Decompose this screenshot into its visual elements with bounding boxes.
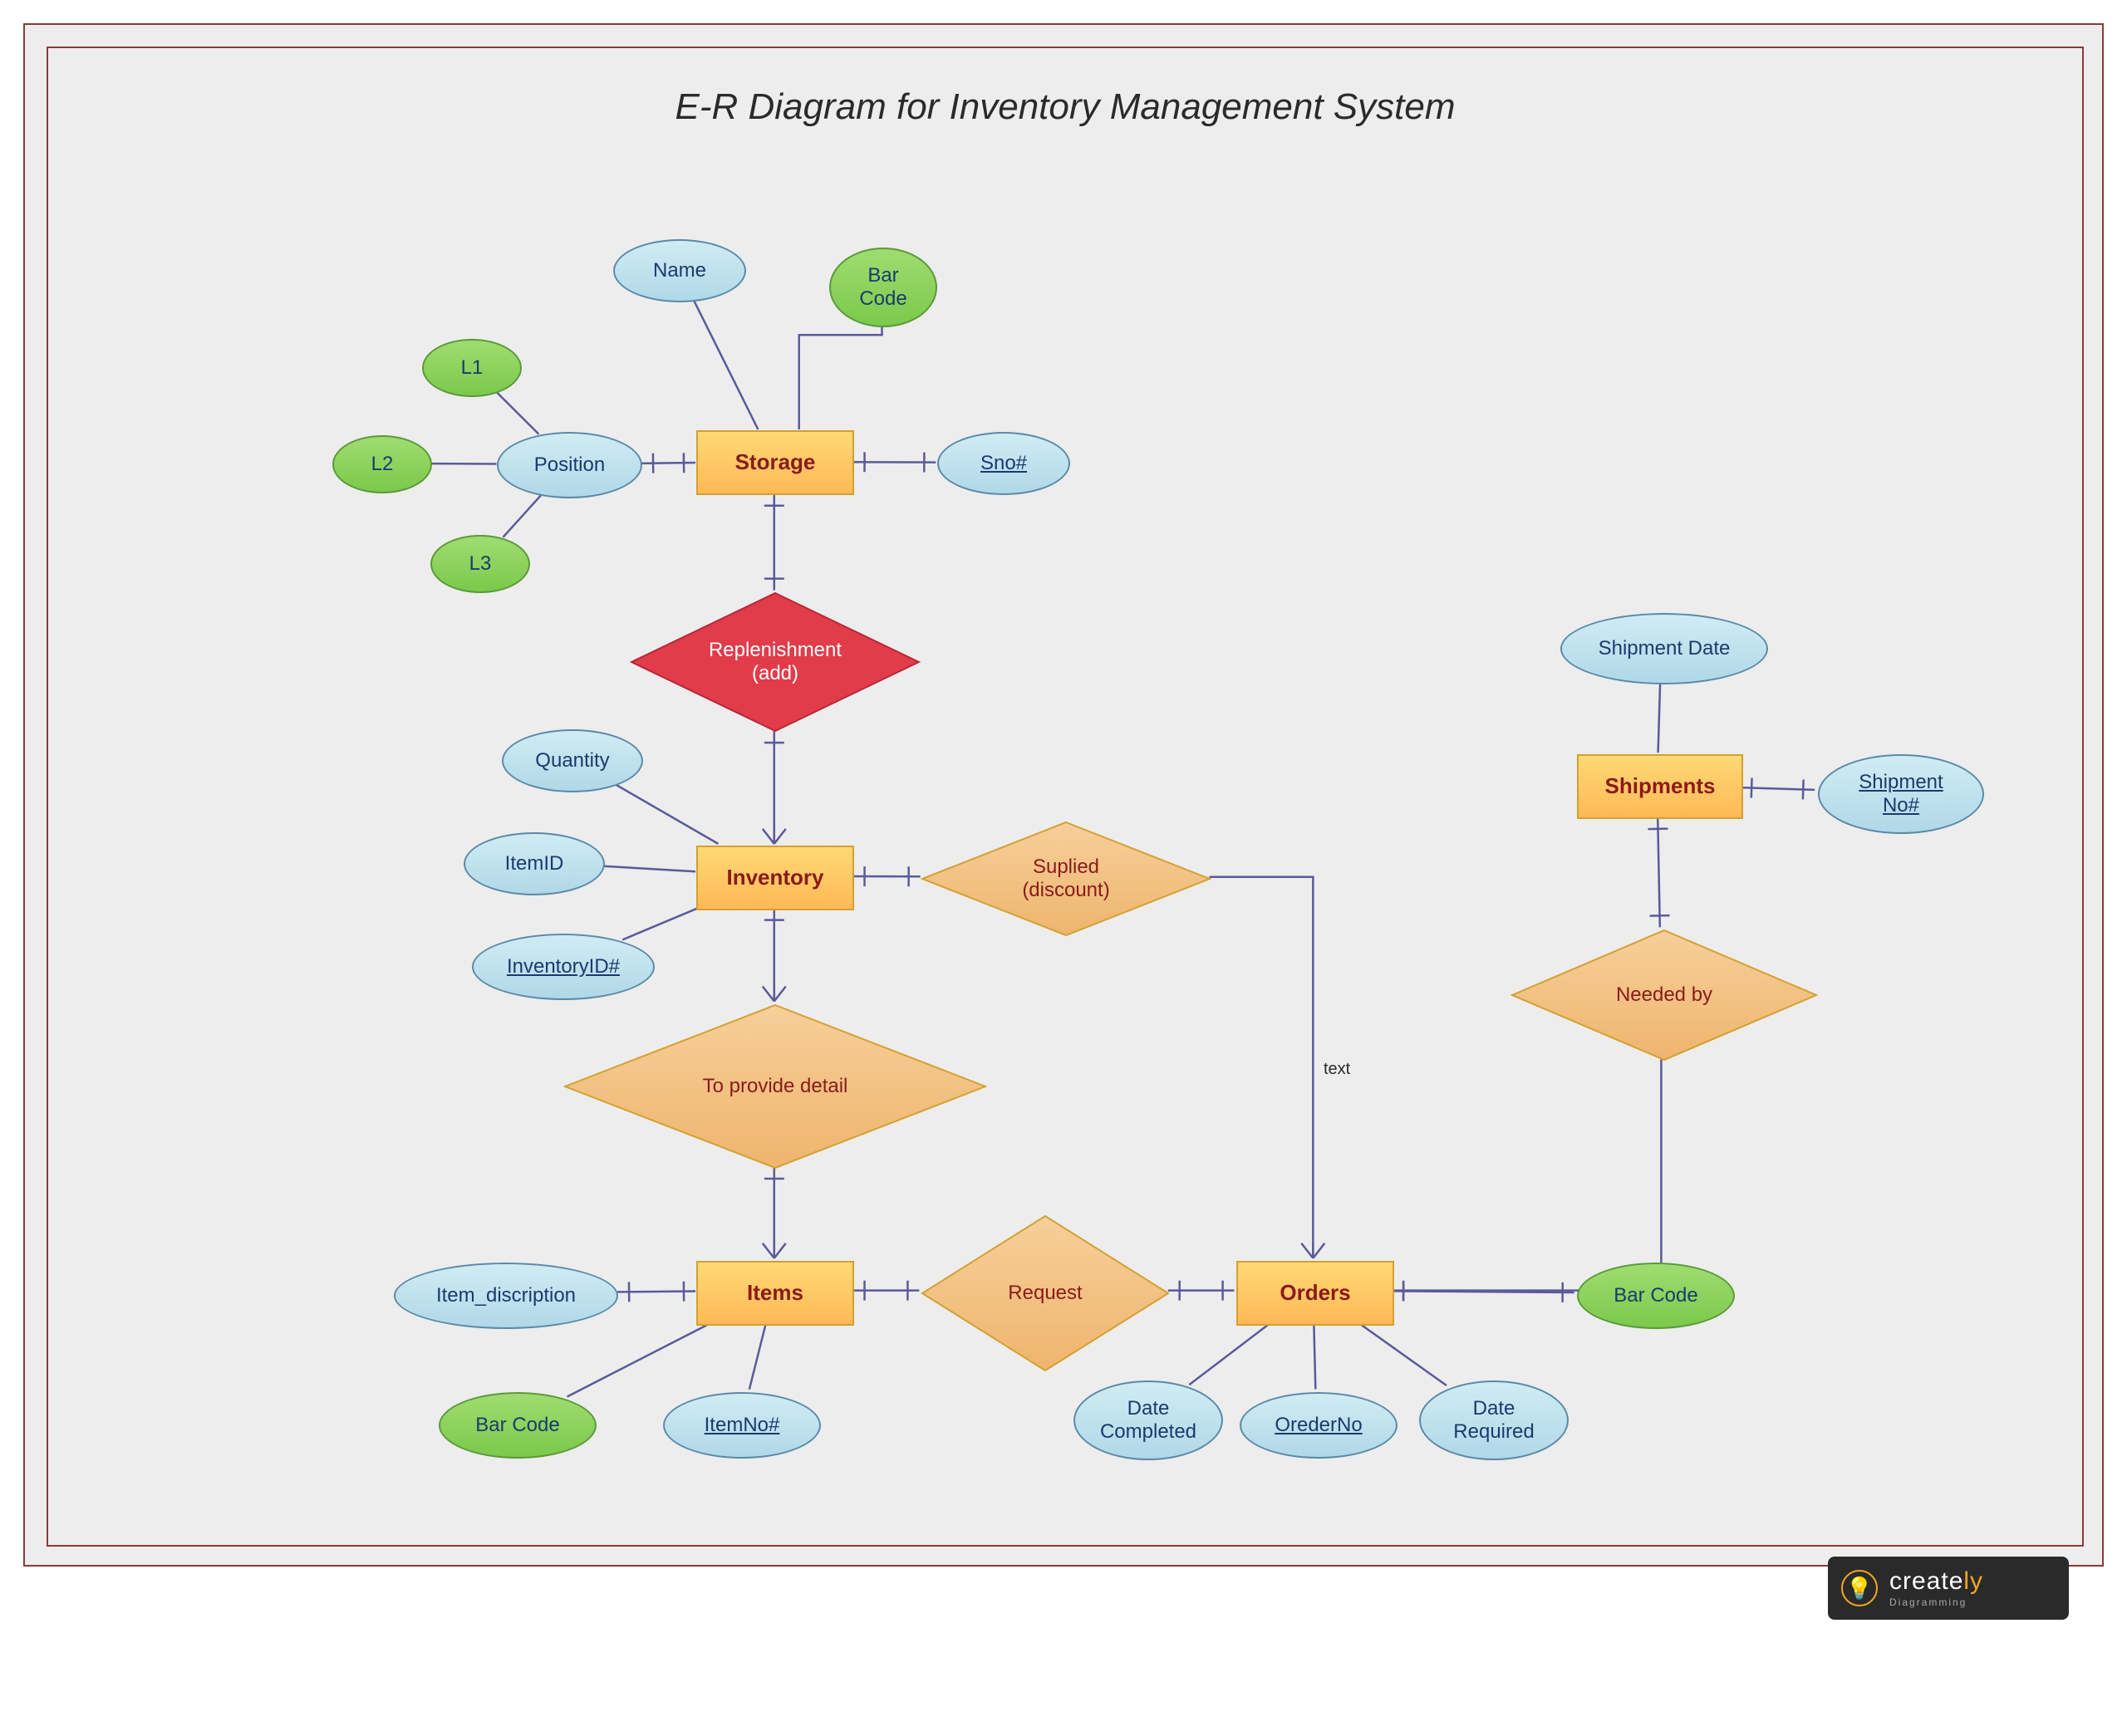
node-l2: L2 (332, 435, 432, 493)
node-orders: Orders (1236, 1261, 1394, 1326)
node-barcode_i: Bar Code (439, 1392, 597, 1459)
node-shipno: ShipmentNo# (1818, 754, 1984, 834)
diagram-canvas: Storage Inventory Items Orders Shipments Name… (48, 48, 2082, 1545)
node-datereq: DateRequired (1419, 1380, 1569, 1460)
node-replen: Replenishment(add) (630, 591, 921, 733)
node-shipdate: Shipment Date (1560, 613, 1768, 684)
node-position: Position (497, 432, 642, 498)
outer-frame: E-R Diagram for Inventory Management Sys… (23, 23, 2104, 1567)
node-supplied: Suplied(discount) (921, 821, 1211, 937)
node-barcode_o: Bar Code (1577, 1263, 1735, 1329)
inner-frame: E-R Diagram for Inventory Management Sys… (47, 47, 2084, 1547)
node-datecomp: DateCompleted (1073, 1380, 1223, 1460)
node-barcode_s: BarCode (829, 248, 937, 327)
creately-logo: 💡 creately Diagramming (1828, 1557, 2069, 1620)
node-l3: L3 (430, 535, 530, 593)
node-provide: To provide detail (563, 1003, 987, 1170)
node-inventory: Inventory (696, 846, 854, 910)
node-storage: Storage (696, 430, 854, 495)
node-items: Items (696, 1261, 854, 1326)
node-needed: Needed by (1511, 929, 1818, 1062)
logo-brand: creately (1889, 1569, 1983, 1594)
bulb-icon: 💡 (1841, 1570, 1878, 1606)
node-sno: Sno# (937, 432, 1070, 495)
node-l1: L1 (422, 339, 522, 397)
node-orderno: OrederNo (1240, 1392, 1398, 1459)
edge-label: text (1324, 1060, 1350, 1079)
logo-sub: Diagramming (1889, 1597, 1983, 1607)
node-invid: InventoryID# (472, 934, 655, 1000)
node-itemid: ItemID (464, 832, 605, 895)
node-itemno: ItemNo# (663, 1392, 821, 1459)
node-request: Request (921, 1214, 1170, 1372)
node-name: Name (613, 239, 746, 302)
node-quantity: Quantity (502, 729, 643, 792)
node-itemdesc: Item_discription (394, 1263, 618, 1329)
node-shipments: Shipments (1577, 754, 1743, 819)
